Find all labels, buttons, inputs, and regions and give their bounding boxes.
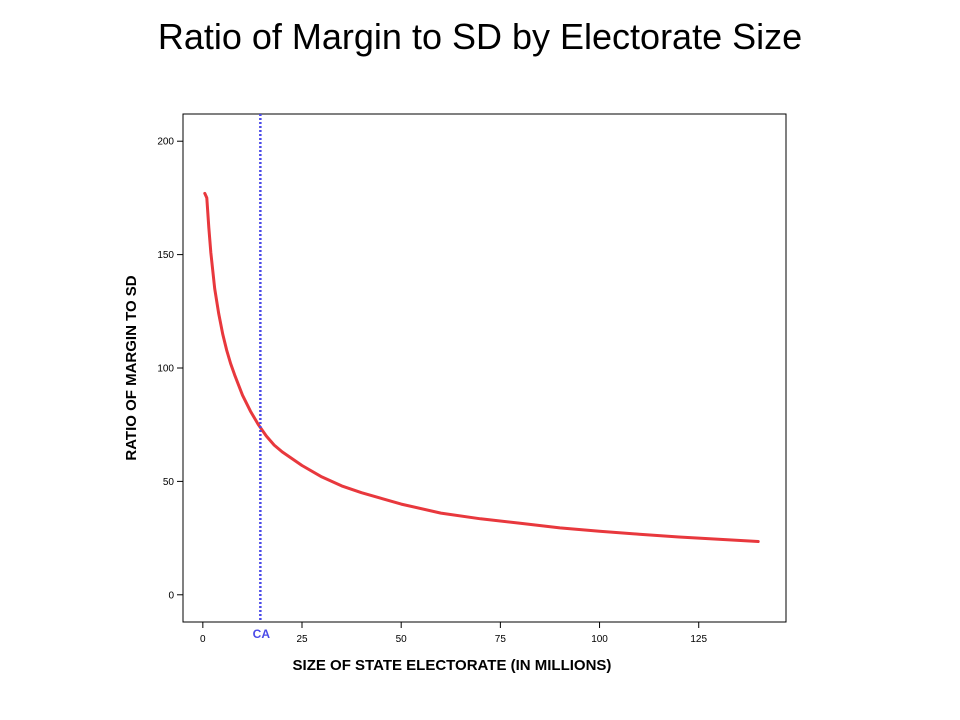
- x-axis: 0 25 50 75 100 125: [200, 622, 708, 645]
- ca-marker-label: CA: [253, 627, 271, 641]
- x-tick-label: 50: [396, 634, 408, 645]
- series-line-1: [203, 191, 760, 543]
- x-tick-label: 75: [495, 634, 507, 645]
- y-tick-label: 200: [157, 137, 174, 148]
- x-tick-label: 25: [296, 634, 308, 645]
- y-tick-label: 50: [163, 477, 175, 488]
- plot-frame: [182, 113, 787, 623]
- y-tick-label: 100: [157, 364, 174, 375]
- page-title: Ratio of Margin to SD by Electorate Size: [157, 16, 803, 57]
- y-tick-label: 0: [168, 590, 174, 601]
- x-tick-label: 100: [591, 634, 608, 645]
- y-tick-label: 150: [157, 250, 174, 261]
- chart-marks: CA: [203, 114, 760, 641]
- x-axis-title: SIZE OF STATE ELECTORATE (IN MILLIONS): [293, 657, 612, 674]
- x-tick-label: 0: [200, 634, 206, 645]
- y-axis: 0 50 100 150 200: [157, 137, 183, 601]
- y-axis-title: RATIO OF MARGIN TO SD: [123, 275, 140, 460]
- x-tick-label: 125: [690, 634, 707, 645]
